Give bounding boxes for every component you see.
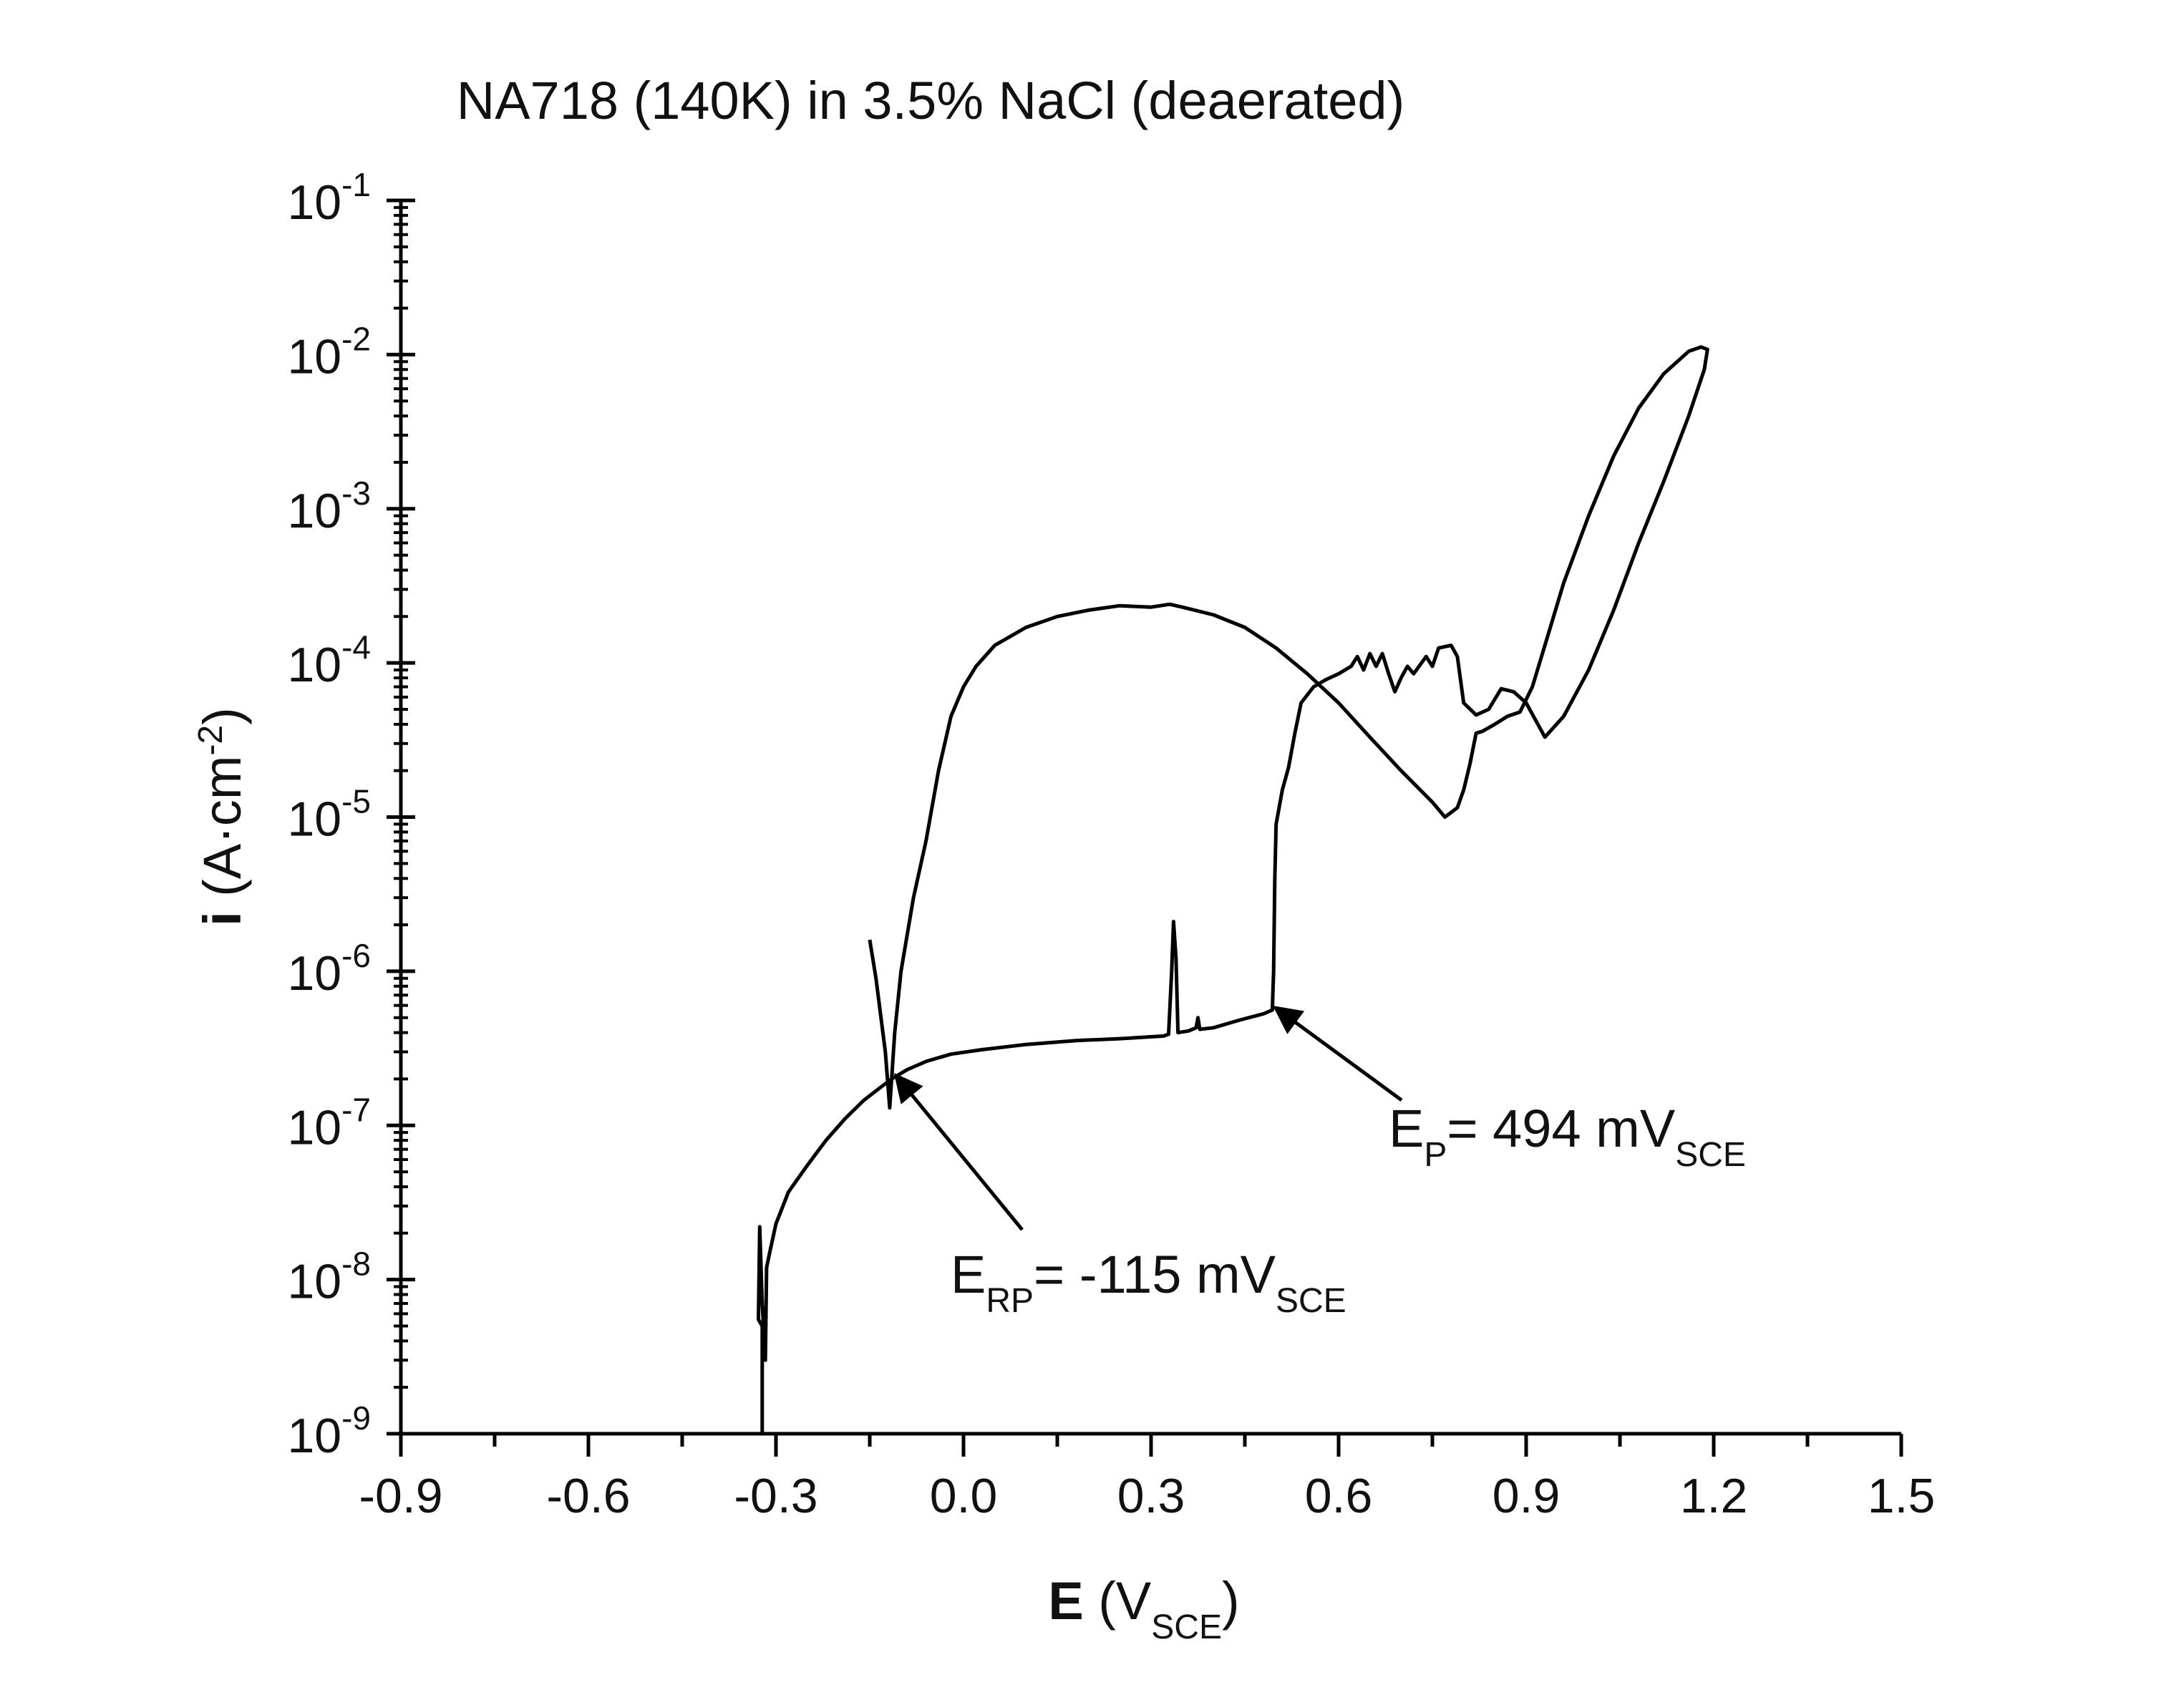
x-axis-label-close: ): [1222, 1571, 1240, 1631]
annotation-ep-sub: P: [1424, 1136, 1447, 1174]
y-tick-label: 10-8: [287, 1245, 371, 1309]
y-tick-label: 10-4: [287, 628, 371, 692]
x-axis-label-bold: E: [1048, 1571, 1083, 1631]
x-tick-label: 0.9: [1493, 1469, 1561, 1523]
y-tick-label: 10-6: [287, 937, 371, 1001]
x-tick-label: -0.9: [359, 1469, 442, 1523]
y-axis-label-sup: -2: [192, 725, 230, 756]
x-tick-label: -0.3: [734, 1469, 817, 1523]
x-ticks: -0.9 -0.6 -0.3 0.0 0.3 0.6 0.9 1.2 1.5: [359, 1434, 1935, 1523]
x-tick-label: 0.6: [1305, 1469, 1373, 1523]
y-tick-label: 10-9: [287, 1399, 371, 1463]
annotation-erp-sub: RP: [986, 1282, 1034, 1320]
annotation-ep: EP= 494 mVSCE: [1389, 1099, 1746, 1174]
y-tick-label: 10-2: [287, 320, 371, 384]
x-axis-label-text: (V: [1084, 1571, 1152, 1631]
annotation-erp: ERP= -115 mVSCE: [951, 1245, 1346, 1320]
y-axis-label: i (A·cm-2): [192, 707, 253, 926]
x-tick-label: 1.5: [1868, 1469, 1936, 1523]
y-tick-label: 10-1: [287, 166, 371, 230]
series-group: [757, 345, 1709, 1434]
annotation-arrow-ep: [1272, 1006, 1403, 1102]
annotation-arrow-erp: [893, 1073, 1024, 1231]
annotation-ep-value: = 494 mV: [1447, 1099, 1675, 1158]
chart-title: NA718 (140K) in 3.5% NaCl (deaerated): [457, 71, 1404, 130]
annotation-ep-unit-sub: SCE: [1675, 1136, 1746, 1174]
annotation-erp-unit-sub: SCE: [1276, 1282, 1346, 1320]
y-axis-label-bold: i: [193, 911, 252, 926]
x-tick-label: 0.0: [930, 1469, 998, 1523]
annotation-ep-e: E: [1389, 1099, 1424, 1158]
y-ticks: 10-9 10-8 10-7 10-6 10-5 10-4 10-3 10-2 10-1: [287, 166, 415, 1463]
y-axis-label-close: ): [193, 707, 252, 725]
y-axis-label-text: (A·cm: [193, 755, 252, 911]
annotation-erp-value: = -115 mV: [1034, 1245, 1276, 1304]
x-axis-label: E (VSCE): [1048, 1571, 1239, 1646]
x-tick-label: 1.2: [1680, 1469, 1748, 1523]
x-tick-label: -0.6: [546, 1469, 630, 1523]
y-tick-label: 10-3: [287, 475, 371, 538]
annotation-erp-e: E: [951, 1245, 986, 1304]
x-tick-label: 0.3: [1117, 1469, 1185, 1523]
x-axis-label-sub: SCE: [1151, 1608, 1222, 1646]
y-tick-label: 10-7: [287, 1091, 371, 1155]
series-line: [757, 345, 1709, 1434]
y-tick-label: 10-5: [287, 783, 371, 847]
